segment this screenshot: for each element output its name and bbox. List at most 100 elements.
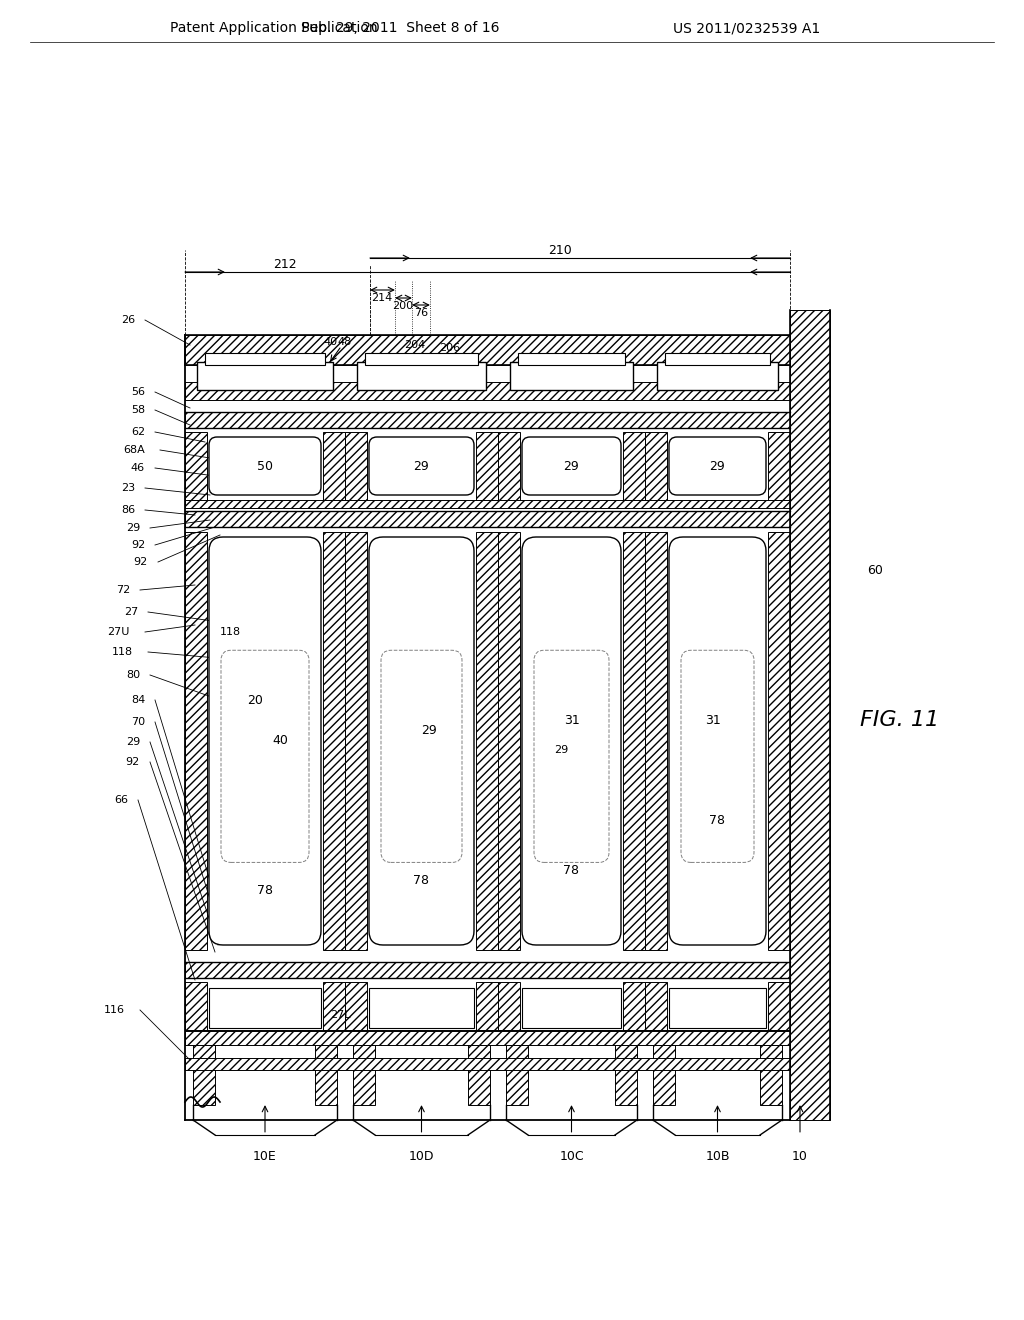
Bar — [623, 982, 645, 1030]
Bar — [185, 1059, 790, 1071]
Text: 29: 29 — [554, 744, 568, 755]
Bar — [323, 982, 345, 1030]
Bar — [353, 1045, 375, 1105]
FancyBboxPatch shape — [209, 437, 321, 495]
FancyBboxPatch shape — [534, 651, 609, 862]
Bar — [185, 500, 790, 508]
Text: 27L: 27L — [330, 1010, 350, 1020]
Text: 10E: 10E — [253, 1150, 276, 1163]
Text: 212: 212 — [273, 259, 297, 272]
Text: 78: 78 — [563, 863, 580, 876]
Text: 118: 118 — [219, 627, 241, 638]
Text: 27: 27 — [124, 607, 138, 616]
Text: 86: 86 — [121, 506, 135, 515]
Text: 40: 40 — [323, 337, 337, 347]
Text: 92: 92 — [134, 557, 148, 568]
Text: 10: 10 — [792, 1150, 808, 1163]
FancyBboxPatch shape — [522, 437, 621, 495]
Bar — [476, 432, 498, 500]
Bar — [365, 352, 478, 366]
Text: 58: 58 — [131, 405, 145, 414]
Text: 116: 116 — [104, 1005, 125, 1015]
Text: 62: 62 — [131, 426, 145, 437]
Bar — [345, 982, 367, 1030]
Text: 78: 78 — [710, 813, 725, 826]
Bar — [209, 987, 321, 1028]
Text: 68A: 68A — [123, 445, 145, 455]
Text: 40: 40 — [272, 734, 288, 747]
Bar — [468, 1045, 490, 1105]
Text: 29: 29 — [563, 459, 580, 473]
Bar — [623, 532, 645, 950]
Bar — [185, 432, 207, 500]
Bar — [205, 352, 325, 366]
Text: 204: 204 — [404, 341, 426, 350]
Bar — [185, 982, 207, 1030]
Bar — [665, 352, 770, 366]
Bar — [623, 432, 645, 500]
Bar — [185, 511, 790, 527]
Bar — [185, 532, 207, 950]
Text: 92: 92 — [131, 540, 145, 550]
Bar — [476, 532, 498, 950]
FancyBboxPatch shape — [381, 651, 462, 862]
Text: 31: 31 — [705, 714, 720, 726]
Bar — [669, 987, 766, 1028]
Bar — [345, 532, 367, 950]
Bar — [768, 532, 790, 950]
Text: 23: 23 — [121, 483, 135, 492]
Bar — [185, 381, 790, 400]
Text: 206: 206 — [439, 343, 461, 352]
Bar — [768, 432, 790, 500]
Bar — [185, 412, 790, 428]
Bar — [645, 532, 667, 950]
Text: 50: 50 — [257, 459, 273, 473]
Text: 29: 29 — [422, 723, 437, 737]
Text: 214: 214 — [372, 293, 392, 304]
FancyBboxPatch shape — [681, 651, 754, 862]
Text: 29: 29 — [414, 459, 429, 473]
Text: 78: 78 — [257, 883, 273, 896]
Bar — [185, 1030, 790, 1041]
Bar — [498, 532, 520, 950]
Text: 27U: 27U — [108, 627, 130, 638]
Text: 10C: 10C — [559, 1150, 584, 1163]
Text: 60: 60 — [867, 564, 883, 577]
Text: 29: 29 — [710, 459, 725, 473]
Text: Patent Application Publication: Patent Application Publication — [170, 21, 378, 36]
Text: 20: 20 — [247, 693, 263, 706]
Text: 29: 29 — [126, 737, 140, 747]
Bar — [645, 982, 667, 1030]
Text: 31: 31 — [563, 714, 580, 726]
Bar — [790, 310, 830, 1119]
Bar — [653, 1045, 675, 1105]
FancyBboxPatch shape — [221, 651, 309, 862]
Bar — [323, 532, 345, 950]
Bar — [185, 1031, 790, 1045]
Bar — [357, 362, 486, 389]
Text: 92: 92 — [126, 756, 140, 767]
Bar — [369, 987, 474, 1028]
Bar — [185, 335, 790, 366]
Bar — [185, 962, 790, 978]
Bar — [197, 362, 333, 389]
Text: 84: 84 — [131, 696, 145, 705]
Text: 26: 26 — [121, 315, 135, 325]
Text: 10D: 10D — [409, 1150, 434, 1163]
Text: 80: 80 — [126, 671, 140, 680]
Text: Sep. 29, 2011  Sheet 8 of 16: Sep. 29, 2011 Sheet 8 of 16 — [301, 21, 500, 36]
Bar — [498, 432, 520, 500]
FancyBboxPatch shape — [669, 537, 766, 945]
FancyBboxPatch shape — [522, 537, 621, 945]
Bar — [193, 1045, 215, 1105]
Text: FIG. 11: FIG. 11 — [860, 710, 940, 730]
Bar — [645, 432, 667, 500]
Bar — [476, 982, 498, 1030]
Text: 78: 78 — [414, 874, 429, 887]
FancyBboxPatch shape — [369, 537, 474, 945]
Text: 48: 48 — [338, 337, 352, 347]
Text: 200: 200 — [392, 301, 414, 312]
Text: 118: 118 — [112, 647, 133, 657]
Bar — [657, 362, 778, 389]
Text: 72: 72 — [116, 585, 130, 595]
